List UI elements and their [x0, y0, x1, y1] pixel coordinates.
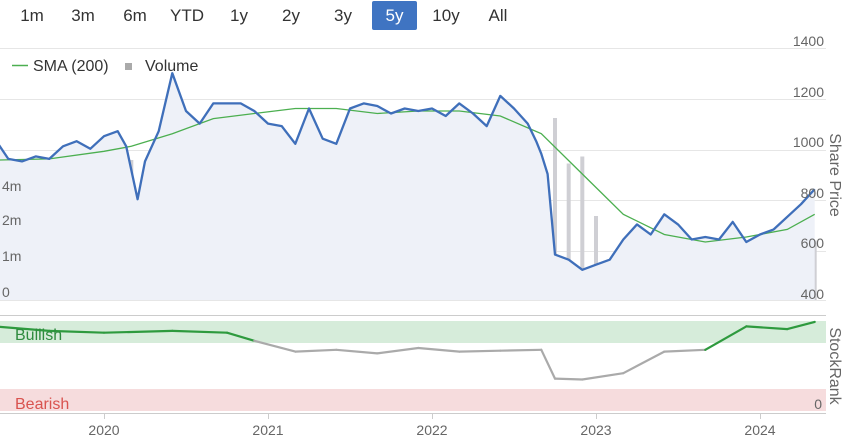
stockrank-segment [622, 350, 666, 375]
bearish-label: Bearish [15, 396, 69, 413]
stockrank-axis-title: StockRank [826, 327, 843, 405]
share-price-line [0, 72, 816, 271]
range-button-2y[interactable]: 2y [282, 6, 300, 25]
price-tick-label: 1200 [793, 84, 824, 100]
stockrank-tick-label: 0 [814, 396, 822, 412]
stockrank-segment [48, 329, 106, 334]
stockrank-segment [458, 349, 502, 353]
stockrank-segment [581, 372, 625, 381]
volume-bar [580, 156, 585, 300]
bullish-band [0, 321, 826, 343]
x-tick-label: 2023 [580, 422, 611, 438]
price-tick-label: 600 [801, 235, 825, 251]
volume-bar [594, 216, 598, 300]
x-tick-label: 2024 [744, 422, 775, 438]
stockrank-segment [786, 320, 816, 331]
legend-sma-label[interactable]: SMA (200) [33, 58, 109, 75]
range-button-ytd[interactable]: YTD [170, 6, 204, 25]
range-button-1m[interactable]: 1m [20, 6, 44, 25]
stockrank-segment [553, 377, 584, 381]
range-button-10y[interactable]: 10y [432, 6, 460, 25]
volume-tick-label: 1m [2, 248, 21, 264]
range-button-3y[interactable]: 3y [334, 6, 352, 25]
price-tick-label: 1400 [793, 33, 824, 49]
volume-bar [566, 163, 571, 300]
x-tick-label: 2020 [88, 422, 119, 438]
price-area [0, 73, 815, 300]
range-button-all[interactable]: All [488, 6, 508, 25]
x-tick-label: 2022 [416, 422, 447, 438]
volume-axis: 4m 2m 1m 0 [2, 178, 21, 300]
stockrank-segment [704, 325, 748, 351]
stockrank-segment [376, 346, 420, 355]
volume-bar [553, 118, 557, 300]
stockrank-segment [663, 348, 707, 353]
stockrank-segment [540, 348, 557, 380]
bullish-label: Bullish [15, 327, 62, 344]
stockrank-segment [253, 339, 297, 353]
stockrank-segment [745, 325, 789, 331]
range-button-5y[interactable]: 5y [372, 1, 417, 30]
stockrank-segment [294, 348, 338, 353]
price-tick-label: 800 [801, 185, 825, 201]
legend-volume-label[interactable]: Volume [145, 58, 198, 75]
stockrank-segment [0, 325, 51, 332]
price-tick-label: 400 [801, 286, 825, 302]
legend: SMA (200) Volume [12, 58, 198, 75]
range-button-3m[interactable]: 3m [71, 6, 95, 25]
stockrank-segment [171, 329, 229, 334]
stockrank-segment [335, 348, 379, 355]
volume-tick-label: 2m [2, 212, 21, 228]
stockrank-segment [225, 331, 256, 342]
volume-tick-label: 0 [2, 284, 10, 300]
x-tick-label: 2021 [252, 422, 283, 438]
range-selector: 1m 3m 6m YTD 1y 2y 3y 5y 10y All [0, 0, 540, 32]
range-button-6m[interactable]: 6m [123, 6, 147, 25]
price-axis-title: Share Price [826, 133, 843, 217]
stockrank-segment [499, 348, 543, 352]
stockrank-segment [417, 346, 461, 353]
bearish-band [0, 389, 826, 411]
volume-legend-swatch [125, 63, 132, 70]
stockrank-segment [102, 329, 174, 334]
range-button-1y[interactable]: 1y [230, 6, 248, 25]
price-axis: 1400 1200 1000 800 600 400 Share Price [793, 33, 843, 302]
price-tick-label: 1000 [793, 134, 824, 150]
volume-tick-label: 4m [2, 178, 21, 194]
x-axis: 2020 2021 2022 2023 2024 [0, 413, 826, 438]
stockrank-line [0, 320, 816, 381]
